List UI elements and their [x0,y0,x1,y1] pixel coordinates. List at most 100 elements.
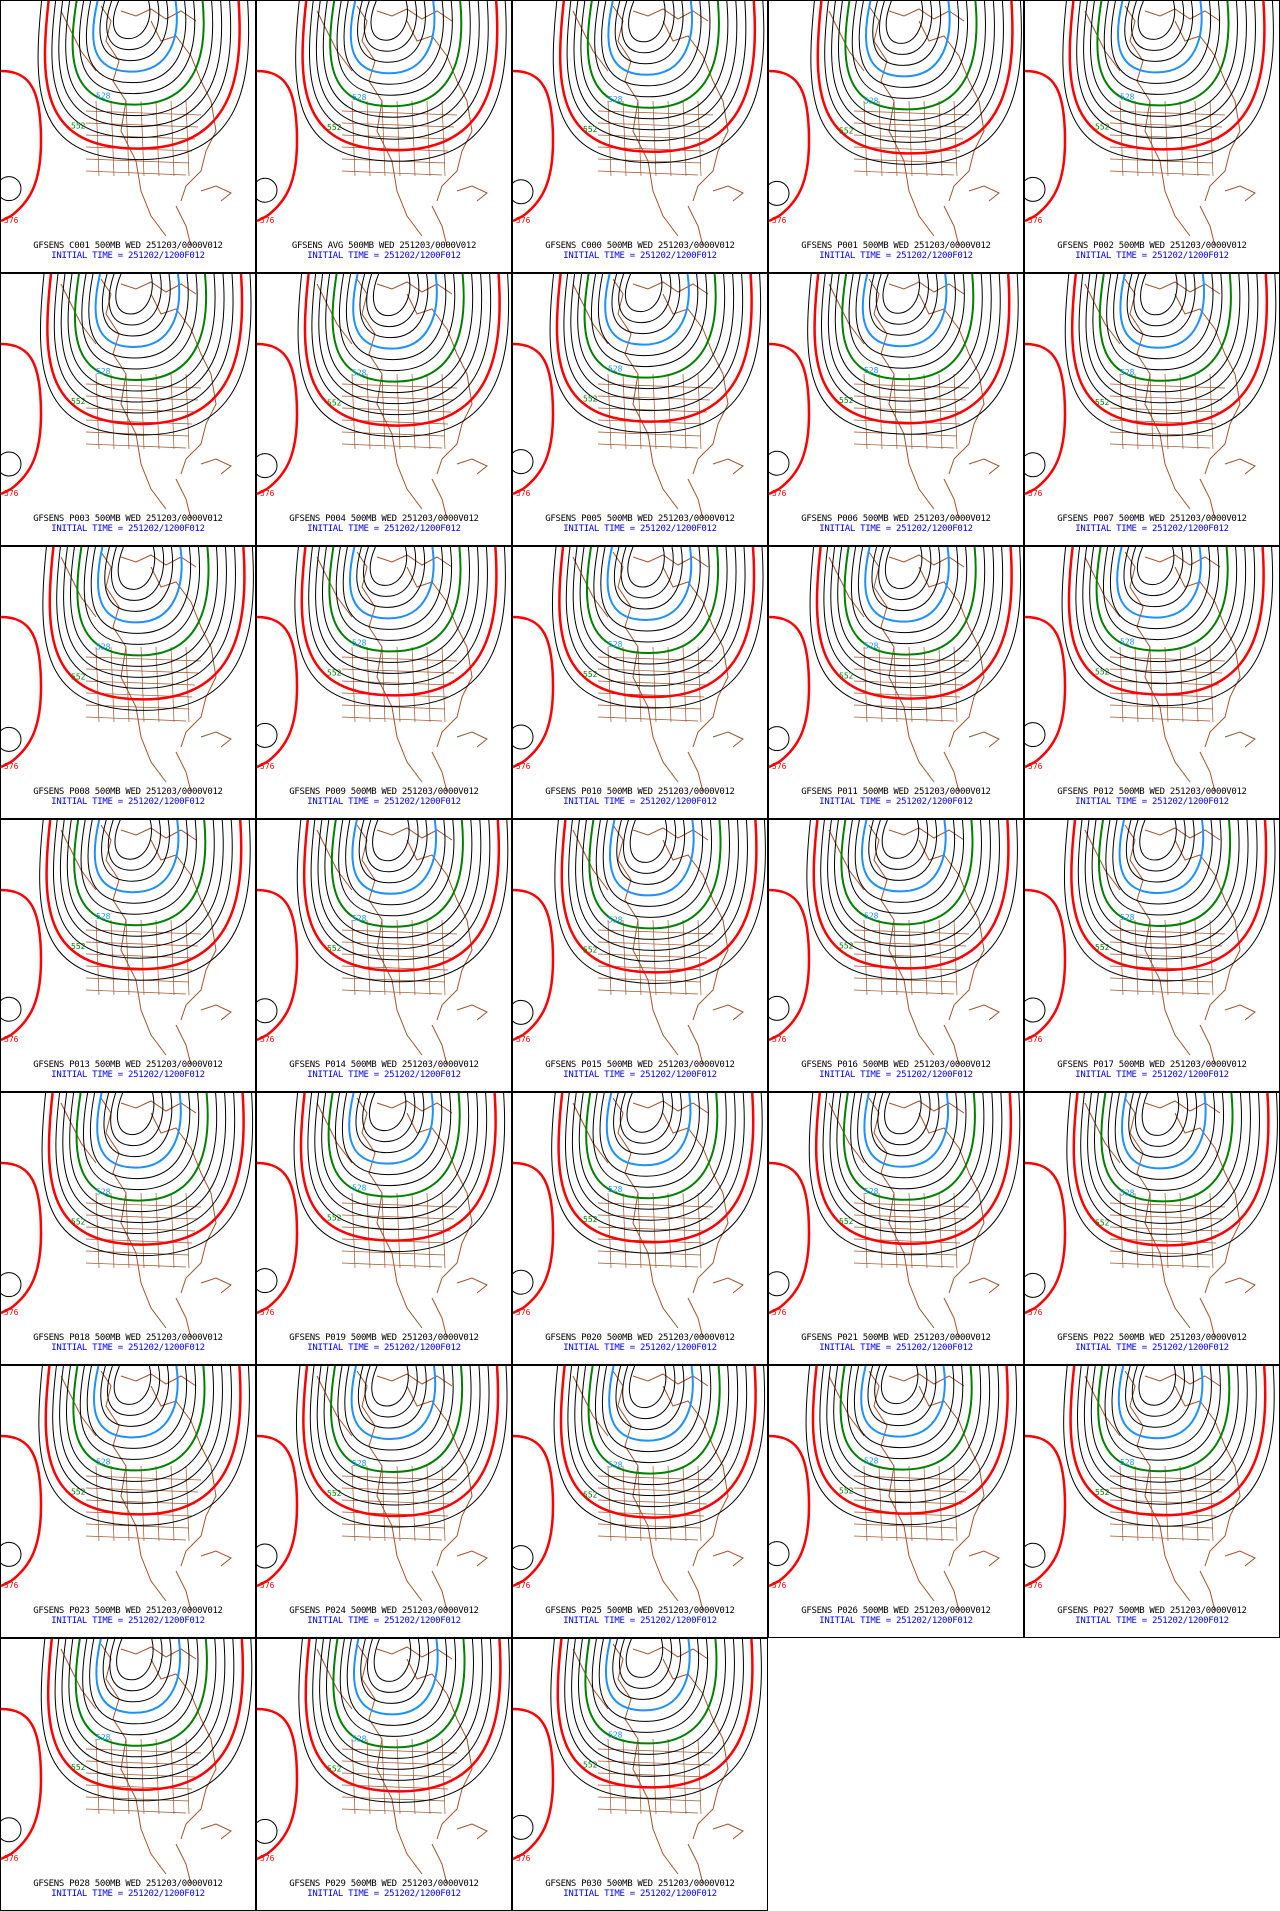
height-contour-576-west [1,1707,43,1861]
height-contour-map: 528 552 576 [513,1639,762,1885]
coastline [431,1024,448,1066]
height-contour-576-west [769,342,811,496]
height-contour [568,820,748,962]
height-contour [1076,1,1256,139]
border-line [622,919,627,996]
height-contour-map: 528 552 576 [513,1,765,247]
coastline [712,731,744,748]
height-contour-552 [843,547,977,656]
border-line [1109,704,1214,710]
border-line [426,100,431,177]
contour-label-blue: 528 [352,369,367,378]
border-line [1164,919,1169,996]
contour-label-blue: 528 [96,1188,111,1197]
height-contour [66,1366,214,1482]
height-contour [360,1639,430,1704]
height-contour [574,1366,739,1497]
contour-label-red: 576 [516,216,531,225]
height-contour [345,274,447,361]
border-line [652,1465,657,1542]
border-line [853,977,958,983]
height-contour [61,1639,226,1769]
height-contour [822,1093,1003,1234]
contour-label-green: 552 [71,942,86,951]
initial-time-label: INITIAL TIME = 251202/1200F012 [307,797,461,807]
height-contour [613,1093,682,1155]
height-contour-576 [815,547,1013,700]
height-contour [1131,1,1185,51]
closed-contour [1,726,22,752]
border-line [607,919,612,996]
coastline [828,829,865,891]
height-contour [66,820,215,937]
border-line [923,646,928,723]
height-contour-576-west [513,342,555,496]
height-contour [298,1639,510,1803]
closed-contour [1025,1542,1046,1568]
height-contour [79,1,196,95]
coastline [431,1570,448,1612]
height-contour-576 [1072,1093,1270,1247]
height-contour-576-west [257,615,299,769]
height-contour [807,274,1019,435]
coastline [687,478,704,520]
coastline [943,1297,960,1339]
height-contour [838,1,986,121]
panel-title: GFSENS P024 500MB WED 251203/0000V012 [289,1606,479,1616]
border-line [1179,100,1184,177]
border-line [697,1738,702,1815]
height-contour [551,1093,763,1254]
coastline [376,8,453,22]
border-line [341,134,452,140]
coastline [1199,205,1216,247]
border-line [95,1192,100,1269]
height-contour-map: 528 552 576 [513,820,766,1066]
coastline [150,1658,217,1840]
height-contour-528 [606,547,693,622]
height-contour [371,1366,409,1407]
coastline [712,1004,744,1021]
contour-label-red: 576 [260,1035,275,1044]
height-contour-552 [1098,274,1232,382]
height-contour-552 [840,820,974,926]
closed-contour [1,451,22,477]
height-contour [100,1366,170,1427]
height-contour [355,1093,425,1154]
height-contour [1091,820,1240,938]
panel-title: GFSENS P028 500MB WED 251203/0000V012 [33,1879,223,1889]
border-line [170,100,175,177]
height-contour [59,820,224,948]
height-contour-552 [331,274,465,383]
height-contour-576-west [513,1161,555,1315]
border-line [341,989,443,995]
border-line [1209,373,1214,450]
coastline [376,827,453,841]
border-line [953,1192,958,1269]
border-line [597,1796,702,1802]
height-contour [855,274,956,358]
coastline [175,1297,192,1339]
panel-title: GFSENS P014 500MB WED 251203/0000V012 [289,1060,479,1070]
closed-contour [1,1817,22,1843]
ensemble-member-panel: 528 552 576 GFSENS P019 500MB WED 251203/00… [256,1092,512,1365]
border-line [381,1192,386,1269]
coastline [662,839,729,1021]
ensemble-member-panel: 528 552 576 GFSENS P008 500MB WED 251203/00… [0,546,256,819]
border-line [938,373,943,450]
border-line [908,100,913,177]
border-line [597,1772,708,1778]
height-contour [601,1,702,87]
height-contour [1075,547,1256,685]
coastline [60,1375,97,1437]
border-line [110,646,115,723]
height-contour [336,1,453,96]
height-contour [628,1366,667,1409]
ensemble-member-panel: 528 552 576 GFSENS P018 500MB WED 251203/00… [0,1092,256,1365]
border-line [341,1808,443,1814]
coastline [632,1100,709,1114]
contour-label-green: 552 [71,1218,86,1227]
height-contour-576 [1070,820,1268,972]
ensemble-member-panel: 528 552 576 GFSENS P022 500MB WED 251203/00… [1024,1092,1280,1365]
height-contour-576 [304,1639,502,1793]
height-contour [836,1093,985,1212]
